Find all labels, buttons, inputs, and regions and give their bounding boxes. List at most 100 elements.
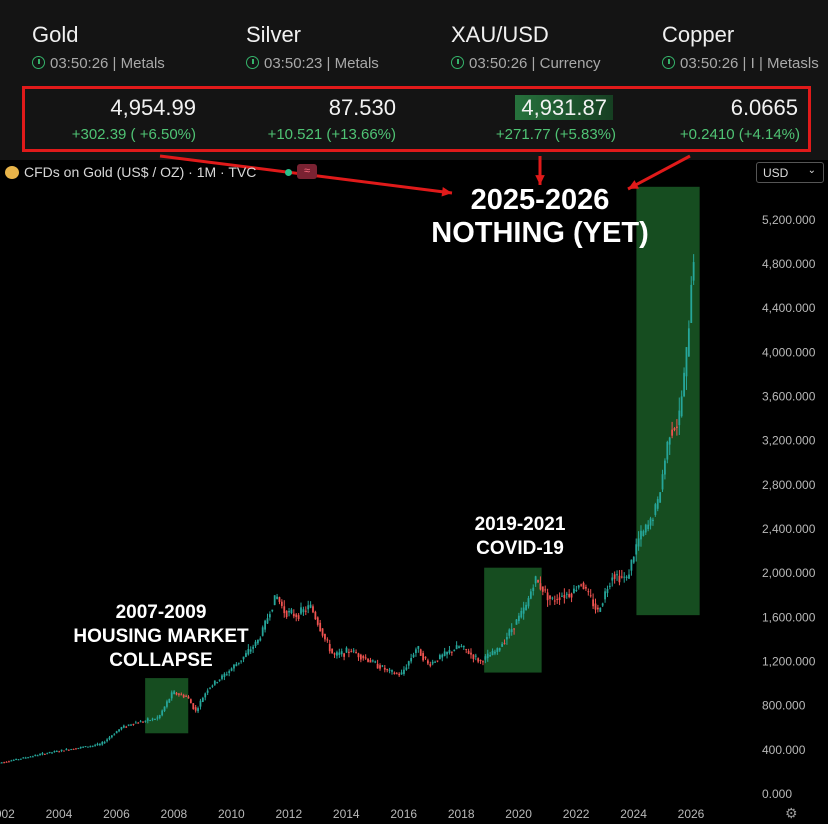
ticker-meta-silver: 03:50:23 | Metals	[246, 55, 379, 72]
candle-body	[321, 628, 324, 636]
candle-body	[247, 649, 250, 655]
candle-body	[139, 721, 142, 723]
candle-body	[194, 707, 197, 711]
y-tick-label: 4,800.000	[762, 257, 816, 271]
candle-body	[422, 653, 425, 661]
candle-body	[618, 575, 621, 583]
candle-body	[640, 530, 642, 540]
candle-body	[553, 600, 556, 602]
candle-body	[395, 673, 398, 675]
candle-body	[515, 619, 518, 625]
candle-body	[245, 653, 247, 657]
candle-body	[527, 598, 530, 607]
candle-body	[60, 749, 63, 751]
candle-body	[15, 758, 18, 760]
candle-body	[24, 757, 27, 759]
candle-body	[357, 653, 360, 658]
candle-body	[625, 576, 628, 578]
currency-select[interactable]: USD ⌄	[756, 162, 824, 183]
candle-body	[494, 651, 496, 654]
candle-body	[522, 607, 525, 614]
candle-body	[48, 751, 51, 754]
candle-body	[283, 606, 286, 614]
candle-body	[43, 753, 46, 755]
ticker-name-silver[interactable]: Silver	[246, 22, 302, 47]
x-tick-label: 2026	[678, 807, 705, 821]
candle-body	[173, 691, 176, 695]
ticker-meta-gold: 03:50:26 | Metals	[32, 55, 165, 72]
candle-body	[312, 606, 314, 613]
candle-body	[216, 682, 219, 684]
candle-body	[537, 580, 539, 583]
symbol-title[interactable]: CFDs on Gold (US$ / OZ) · 1M · TVC	[24, 164, 257, 180]
candle-body	[295, 614, 298, 618]
candle-body	[563, 595, 566, 599]
candle-body	[192, 703, 195, 709]
candle-body	[146, 718, 149, 721]
candle-body	[489, 655, 492, 657]
candle-body	[180, 694, 183, 696]
candle-body	[31, 756, 34, 758]
candle-body	[75, 748, 77, 750]
price-gold: 4,954.99	[110, 95, 196, 120]
candle-body	[118, 729, 120, 732]
y-tick-label: 1,600.000	[762, 610, 816, 624]
candle-body	[438, 655, 441, 660]
candle-body	[10, 760, 13, 762]
candle-body	[668, 437, 671, 445]
candle-body	[276, 596, 278, 599]
candle-body	[336, 652, 338, 656]
candle-body	[285, 610, 288, 617]
candle-body	[103, 742, 106, 744]
y-tick-label: 5,200.000	[762, 213, 816, 227]
candle-body	[539, 583, 542, 590]
y-tick-label: 1,200.000	[762, 655, 816, 669]
candle-body	[678, 410, 681, 426]
ticker-name-gold[interactable]: Gold	[32, 22, 79, 47]
candle-body	[307, 605, 310, 610]
wave-badge-icon[interactable]: ≈	[297, 164, 317, 179]
gear-icon[interactable]: ⚙	[785, 805, 798, 821]
candle-body	[161, 710, 164, 716]
candle-body	[652, 519, 654, 522]
candle-body	[592, 599, 594, 607]
candle-body	[577, 585, 580, 588]
candle-body	[661, 474, 664, 490]
change-gold: +302.39 ( +6.50%)	[71, 126, 196, 143]
ticker-name-copper[interactable]: Copper	[662, 22, 735, 47]
ticker-name-xauusd[interactable]: XAU/USD	[451, 22, 549, 47]
candle-body	[628, 574, 630, 579]
candle-body	[163, 706, 166, 712]
candle-body	[0, 762, 3, 764]
candle-body	[436, 660, 439, 662]
candle-body	[84, 746, 87, 748]
candle-body	[53, 751, 56, 753]
candle-body	[158, 715, 161, 719]
candle-body	[525, 604, 527, 610]
gold-logo-icon	[5, 166, 19, 179]
candle-body	[419, 649, 422, 656]
ticker-time: 03:50:26	[680, 55, 739, 72]
candle-body	[412, 654, 415, 658]
candle-body	[134, 722, 137, 724]
y-tick-label: 400.000	[762, 743, 806, 757]
highlight-region-2019-2021	[484, 567, 542, 673]
candle-body	[446, 651, 448, 655]
candle-body	[302, 609, 305, 613]
candle-body	[168, 698, 171, 703]
candle-body	[178, 693, 180, 695]
candle-body	[675, 426, 678, 428]
x-tick-label: 2020	[505, 807, 532, 821]
candle-body	[613, 574, 616, 579]
change-xauusd: +271.77 (+5.83%)	[495, 126, 616, 143]
candle-body	[309, 604, 312, 608]
annotation-covid: 2019-2021 COVID-19	[474, 514, 566, 559]
x-tick-label: 2022	[563, 807, 590, 821]
candle-body	[498, 648, 501, 651]
candle-body	[347, 651, 350, 653]
candle-body	[393, 672, 396, 674]
candle-body	[271, 609, 274, 612]
candle-body	[558, 597, 561, 600]
candle-body	[101, 741, 104, 745]
